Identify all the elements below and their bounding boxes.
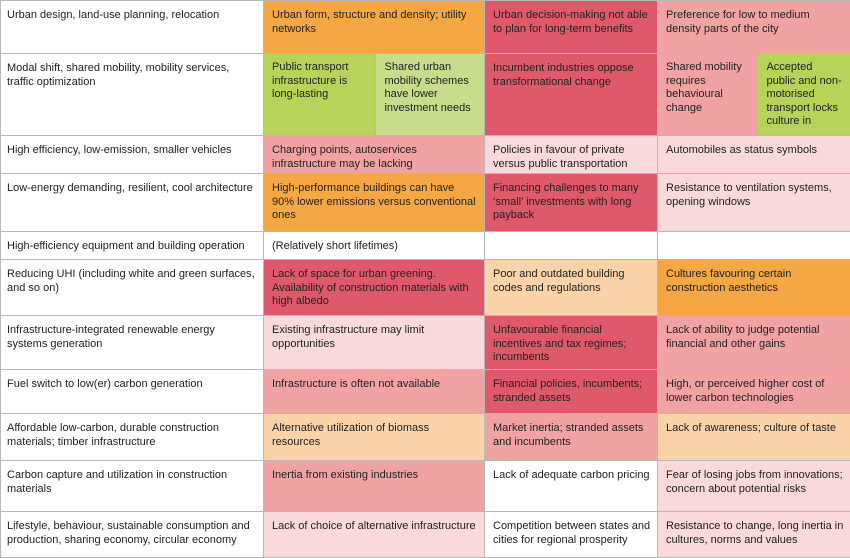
table-row: Modal shift, shared mobility, mobility s… (1, 54, 850, 136)
table-row: High efficiency, low-emission, smaller v… (1, 136, 850, 174)
cell-text: Unfavourable financial incentives and ta… (485, 316, 657, 369)
cell-text: Policies in favour of private versus pub… (485, 136, 657, 173)
page: Urban design, land-use planning, relocat… (0, 0, 850, 546)
table-cell: Shared mobility requires behavioural cha… (658, 54, 850, 136)
table-row: Infrastructure-integrated renewable ener… (1, 316, 850, 370)
table-cell: Lack of adequate carbon pricing (485, 461, 658, 512)
sub-cell: Accepted public and non-motorised transp… (757, 54, 850, 135)
table-row: Affordable low-carbon, durable construct… (1, 414, 850, 461)
cell-text: Lack of space for urban greening. Availa… (264, 260, 484, 315)
row-label: High efficiency, low-emission, smaller v… (1, 136, 264, 174)
row-label: Carbon capture and utilization in constr… (1, 461, 264, 512)
cell-text: Preference for low to medium density par… (658, 1, 850, 53)
cell-text: Cultures favouring certain construction … (658, 260, 850, 315)
table-row: High-efficiency equipment and building o… (1, 232, 850, 260)
cell-text: Competition between states and cities fo… (485, 512, 657, 557)
row-label: Reducing UHI (including white and green … (1, 260, 264, 316)
table-cell: Financing challenges to many ‘small’ inv… (485, 174, 658, 232)
table-cell: Poor and outdated building codes and reg… (485, 260, 658, 316)
cell-text: High, or perceived higher cost of lower … (658, 370, 850, 413)
cell-text: Urban decision-making not able to plan f… (485, 1, 657, 53)
table-cell: Infrastructure is often not available (264, 370, 485, 414)
table-row: Urban design, land-use planning, relocat… (1, 1, 850, 54)
table-cell: Incumbent industries oppose transformati… (485, 54, 658, 136)
table-cell: Urban form, structure and density; utili… (264, 1, 485, 54)
table-cell: Existing infrastructure may limit opport… (264, 316, 485, 370)
table-cell: Cultures favouring certain construction … (658, 260, 850, 316)
cell-text: Fear of losing jobs from innovations; co… (658, 461, 850, 511)
cell-text: Charging points, autoservices infrastruc… (264, 136, 484, 173)
table-row: Lifestyle, behaviour, sustainable consum… (1, 512, 850, 558)
row-label: Affordable low-carbon, durable construct… (1, 414, 264, 461)
table-cell: Market inertia; stranded assets and incu… (485, 414, 658, 461)
cell-text: Incumbent industries oppose transformati… (485, 54, 657, 135)
row-label: Fuel switch to low(er) carbon generation (1, 370, 264, 414)
cell-text (658, 232, 850, 259)
table-cell: Alternative utilization of biomass resou… (264, 414, 485, 461)
table-cell: (Relatively short lifetimes) (264, 232, 485, 260)
table-cell: Lack of choice of alternative infrastruc… (264, 512, 485, 558)
table-cell: Financial policies, incumbents; stranded… (485, 370, 658, 414)
table-cell (485, 232, 658, 260)
table-row: Carbon capture and utilization in constr… (1, 461, 850, 512)
row-label: Modal shift, shared mobility, mobility s… (1, 54, 264, 136)
table-cell: Fear of losing jobs from innovations; co… (658, 461, 850, 512)
table-row: Fuel switch to low(er) carbon generation… (1, 370, 850, 414)
cell-text: Financial policies, incumbents; stranded… (485, 370, 657, 413)
sub-cell: Shared urban mobility schemes have lower… (375, 54, 484, 135)
table-cell: Charging points, autoservices infrastruc… (264, 136, 485, 174)
table-cell: Urban decision-making not able to plan f… (485, 1, 658, 54)
table-cell: High, or perceived higher cost of lower … (658, 370, 850, 414)
row-label: Low-energy demanding, resilient, cool ar… (1, 174, 264, 232)
table-cell: Lack of awareness; culture of taste (658, 414, 850, 461)
table-cell: Public transport infrastructure is long-… (264, 54, 485, 136)
cell-text: Existing infrastructure may limit opport… (264, 316, 484, 369)
table-cell (658, 232, 850, 260)
cell-text: Financing challenges to many ‘small’ inv… (485, 174, 657, 231)
table-cell: Resistance to change, long inertia in cu… (658, 512, 850, 558)
row-label: Urban design, land-use planning, relocat… (1, 1, 264, 54)
table-row: Low-energy demanding, resilient, cool ar… (1, 174, 850, 232)
cell-text: Lack of adequate carbon pricing (485, 461, 657, 511)
table-cell: Automobiles as status symbols (658, 136, 850, 174)
cell-text: Lack of ability to judge potential finan… (658, 316, 850, 369)
table-cell: Preference for low to medium density par… (658, 1, 850, 54)
cell-text: High-performance buildings can have 90% … (264, 174, 484, 231)
table-cell: High-performance buildings can have 90% … (264, 174, 485, 232)
cell-text: Resistance to ventilation systems, openi… (658, 174, 850, 231)
cell-text: Alternative utilization of biomass resou… (264, 414, 484, 460)
cell-text: Infrastructure is often not available (264, 370, 484, 413)
cell-text (485, 232, 657, 259)
sub-cell: Public transport infrastructure is long-… (264, 54, 375, 135)
row-label: Lifestyle, behaviour, sustainable consum… (1, 512, 264, 558)
cell-text: Automobiles as status symbols (658, 136, 850, 173)
table-cell: Lack of ability to judge potential finan… (658, 316, 850, 370)
cell-text: Inertia from existing industries (264, 461, 484, 511)
cell-text: Lack of awareness; culture of taste (658, 414, 850, 460)
cell-text: Urban form, structure and density; utili… (264, 1, 484, 53)
cell-text: Market inertia; stranded assets and incu… (485, 414, 657, 460)
cell-text: Resistance to change, long inertia in cu… (658, 512, 850, 557)
cell-text: Lack of choice of alternative infrastruc… (264, 512, 484, 557)
table-row: Reducing UHI (including white and green … (1, 260, 850, 316)
cell-text: (Relatively short lifetimes) (264, 232, 484, 259)
table-cell: Resistance to ventilation systems, openi… (658, 174, 850, 232)
split-cell: Shared mobility requires behavioural cha… (658, 54, 850, 135)
row-label: Infrastructure-integrated renewable ener… (1, 316, 264, 370)
table-cell: Competition between states and cities fo… (485, 512, 658, 558)
row-label: High-efficiency equipment and building o… (1, 232, 264, 260)
sub-cell: Shared mobility requires behavioural cha… (658, 54, 757, 135)
cell-text: Poor and outdated building codes and reg… (485, 260, 657, 315)
table-cell: Lack of space for urban greening. Availa… (264, 260, 485, 316)
split-cell: Public transport infrastructure is long-… (264, 54, 484, 135)
table-cell: Policies in favour of private versus pub… (485, 136, 658, 174)
table-cell: Unfavourable financial incentives and ta… (485, 316, 658, 370)
table-cell: Inertia from existing industries (264, 461, 485, 512)
